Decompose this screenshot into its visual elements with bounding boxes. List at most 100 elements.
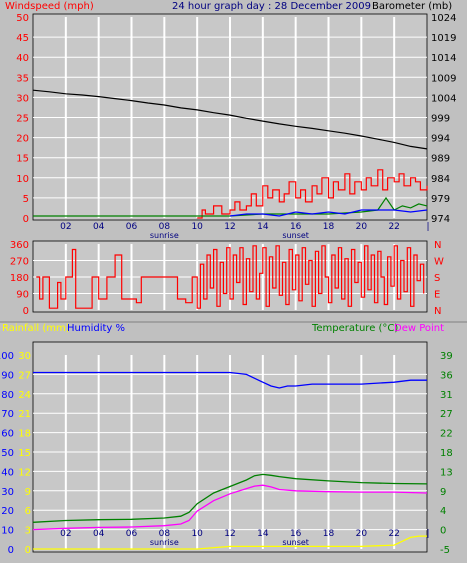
barometer-y-tick: 999 [431, 114, 450, 125]
direction-y-tick: 0 [23, 306, 29, 317]
humidity-y-tick: 0 [8, 545, 14, 556]
barometer-y-tick: 1009 [431, 73, 456, 84]
humidity-y-tick: 100 [0, 351, 14, 362]
direction-y-tick: 90 [16, 290, 29, 301]
barometer-y-tick: 984 [431, 174, 450, 185]
temperature-y-tick: 27 [440, 409, 453, 420]
barometer-y-tick: 1014 [431, 53, 456, 64]
barometer-y-tick: 1004 [431, 93, 456, 104]
rainfall-y-tick: 9 [25, 487, 31, 498]
humidity-y-tick: 70 [1, 409, 14, 420]
barometer-y-tick: 1019 [431, 33, 456, 44]
rainfall-y-tick: 6 [25, 506, 31, 517]
temperature-y-tick: 18 [440, 448, 453, 459]
humidity-y-tick: 50 [1, 448, 14, 459]
compass-tick: S [434, 273, 440, 284]
sun-label-sunset: sunset [282, 538, 309, 547]
temperature-y-tick: 22 [440, 429, 453, 440]
direction-y-tick: 270 [10, 257, 29, 268]
barometer-y-tick: 989 [431, 154, 450, 165]
series-average [229, 209, 428, 217]
temp-panel-labels: Rainfall (mm) Humidity % Temperature (°C… [2, 323, 444, 334]
rainfall-y-tick: 30 [18, 351, 31, 362]
barometer-axis-title: Barometer (mb) [372, 1, 452, 12]
x-tick-temp: 12 [224, 529, 235, 539]
compass-tick: N [434, 306, 441, 317]
x-tick-temp: 20 [356, 529, 368, 539]
temperature-label: Temperature (°C) [311, 323, 398, 334]
rainfall-y-tick: 27 [18, 370, 31, 381]
direction-y-tick: 180 [10, 273, 29, 284]
x-tick-wind: 14 [257, 222, 269, 232]
x-tick-temp: 16 [290, 529, 302, 539]
series-windspeed [197, 169, 428, 219]
x-tick-temp: 22 [388, 529, 399, 539]
series-barometer [32, 89, 428, 150]
wind-y-tick: 50 [16, 13, 29, 24]
temperature-y-tick: 36 [440, 370, 453, 381]
x-tick-wind: 18 [323, 222, 335, 232]
x-tick-wind: 12 [224, 222, 235, 232]
compass-tick: N [434, 240, 441, 251]
series-direction [36, 245, 425, 309]
wind-y-tick: 5 [23, 194, 29, 205]
humidity-y-tick: 40 [1, 467, 14, 478]
x-tick-temp: 06 [126, 529, 138, 539]
rainfall-label: Rainfall (mm) [2, 323, 70, 334]
humidity-y-tick: 10 [1, 526, 14, 537]
sun-label-sunrise: sunrise [150, 231, 179, 240]
humidity-label: Humidity % [67, 323, 125, 334]
barometer-y-tick: 979 [431, 194, 450, 205]
wind-y-tick: 30 [16, 93, 29, 104]
wind-y-tick: 10 [16, 174, 29, 185]
x-tick-wind: 02 [60, 222, 71, 232]
wind-y-tick: 0 [23, 214, 29, 225]
humidity-y-tick: 30 [1, 487, 14, 498]
dew-point-label: Dew Point [394, 323, 444, 334]
x-tick-temp: 18 [323, 529, 335, 539]
wind-y-tick: 25 [16, 114, 29, 125]
series-rainfall [33, 535, 427, 550]
wind-y-tick: 45 [16, 33, 29, 44]
series-dew-point [32, 484, 428, 531]
rainfall-y-tick: 0 [25, 545, 31, 556]
wind-y-tick: 15 [16, 154, 29, 165]
humidity-y-tick: 20 [1, 506, 14, 517]
temperature-y-tick: 13 [440, 467, 453, 478]
sun-label-sunset: sunset [282, 231, 309, 240]
x-tick-wind: 06 [126, 222, 138, 232]
series-humidity [33, 371, 427, 389]
rainfall-y-tick: 12 [18, 467, 31, 478]
compass-tick: E [434, 290, 440, 301]
chart-marks: 5045403530252015105010241019101410091004… [0, 13, 456, 556]
compass-tick: W [434, 257, 444, 268]
x-tick-wind: 08 [159, 222, 171, 232]
x-tick-end: | [426, 529, 429, 539]
x-tick-wind: 22 [388, 222, 399, 232]
sun-label-sunrise: sunrise [150, 538, 179, 547]
rainfall-y-tick: 21 [18, 409, 31, 420]
x-tick-wind: 10 [191, 222, 203, 232]
temperature-y-tick: -5 [440, 545, 450, 556]
rainfall-y-tick: 24 [18, 390, 31, 401]
x-tick-wind: 20 [356, 222, 368, 232]
temperature-y-tick: 9 [440, 487, 446, 498]
humidity-y-tick: 80 [1, 390, 14, 401]
graph-title: 24 hour graph day : 28 December 2009 [172, 1, 371, 12]
rainfall-y-tick: 18 [18, 429, 31, 440]
wind-y-tick: 20 [16, 134, 29, 145]
series-temperature [32, 473, 428, 523]
temperature-y-tick: 39 [440, 351, 453, 362]
wind-y-tick: 40 [16, 53, 29, 64]
humidity-y-tick: 90 [1, 370, 14, 381]
temperature-y-tick: 31 [440, 390, 453, 401]
rainfall-y-tick: 3 [25, 526, 31, 537]
header: Windspeed (mph) 24 hour graph day : 28 D… [5, 1, 452, 12]
barometer-y-tick: 994 [431, 134, 450, 145]
x-tick-wind: 04 [93, 222, 105, 232]
x-tick-wind: 16 [290, 222, 302, 232]
barometer-y-tick: 974 [431, 214, 450, 225]
rainfall-y-tick: 15 [18, 448, 31, 459]
x-tick-temp: 10 [191, 529, 203, 539]
